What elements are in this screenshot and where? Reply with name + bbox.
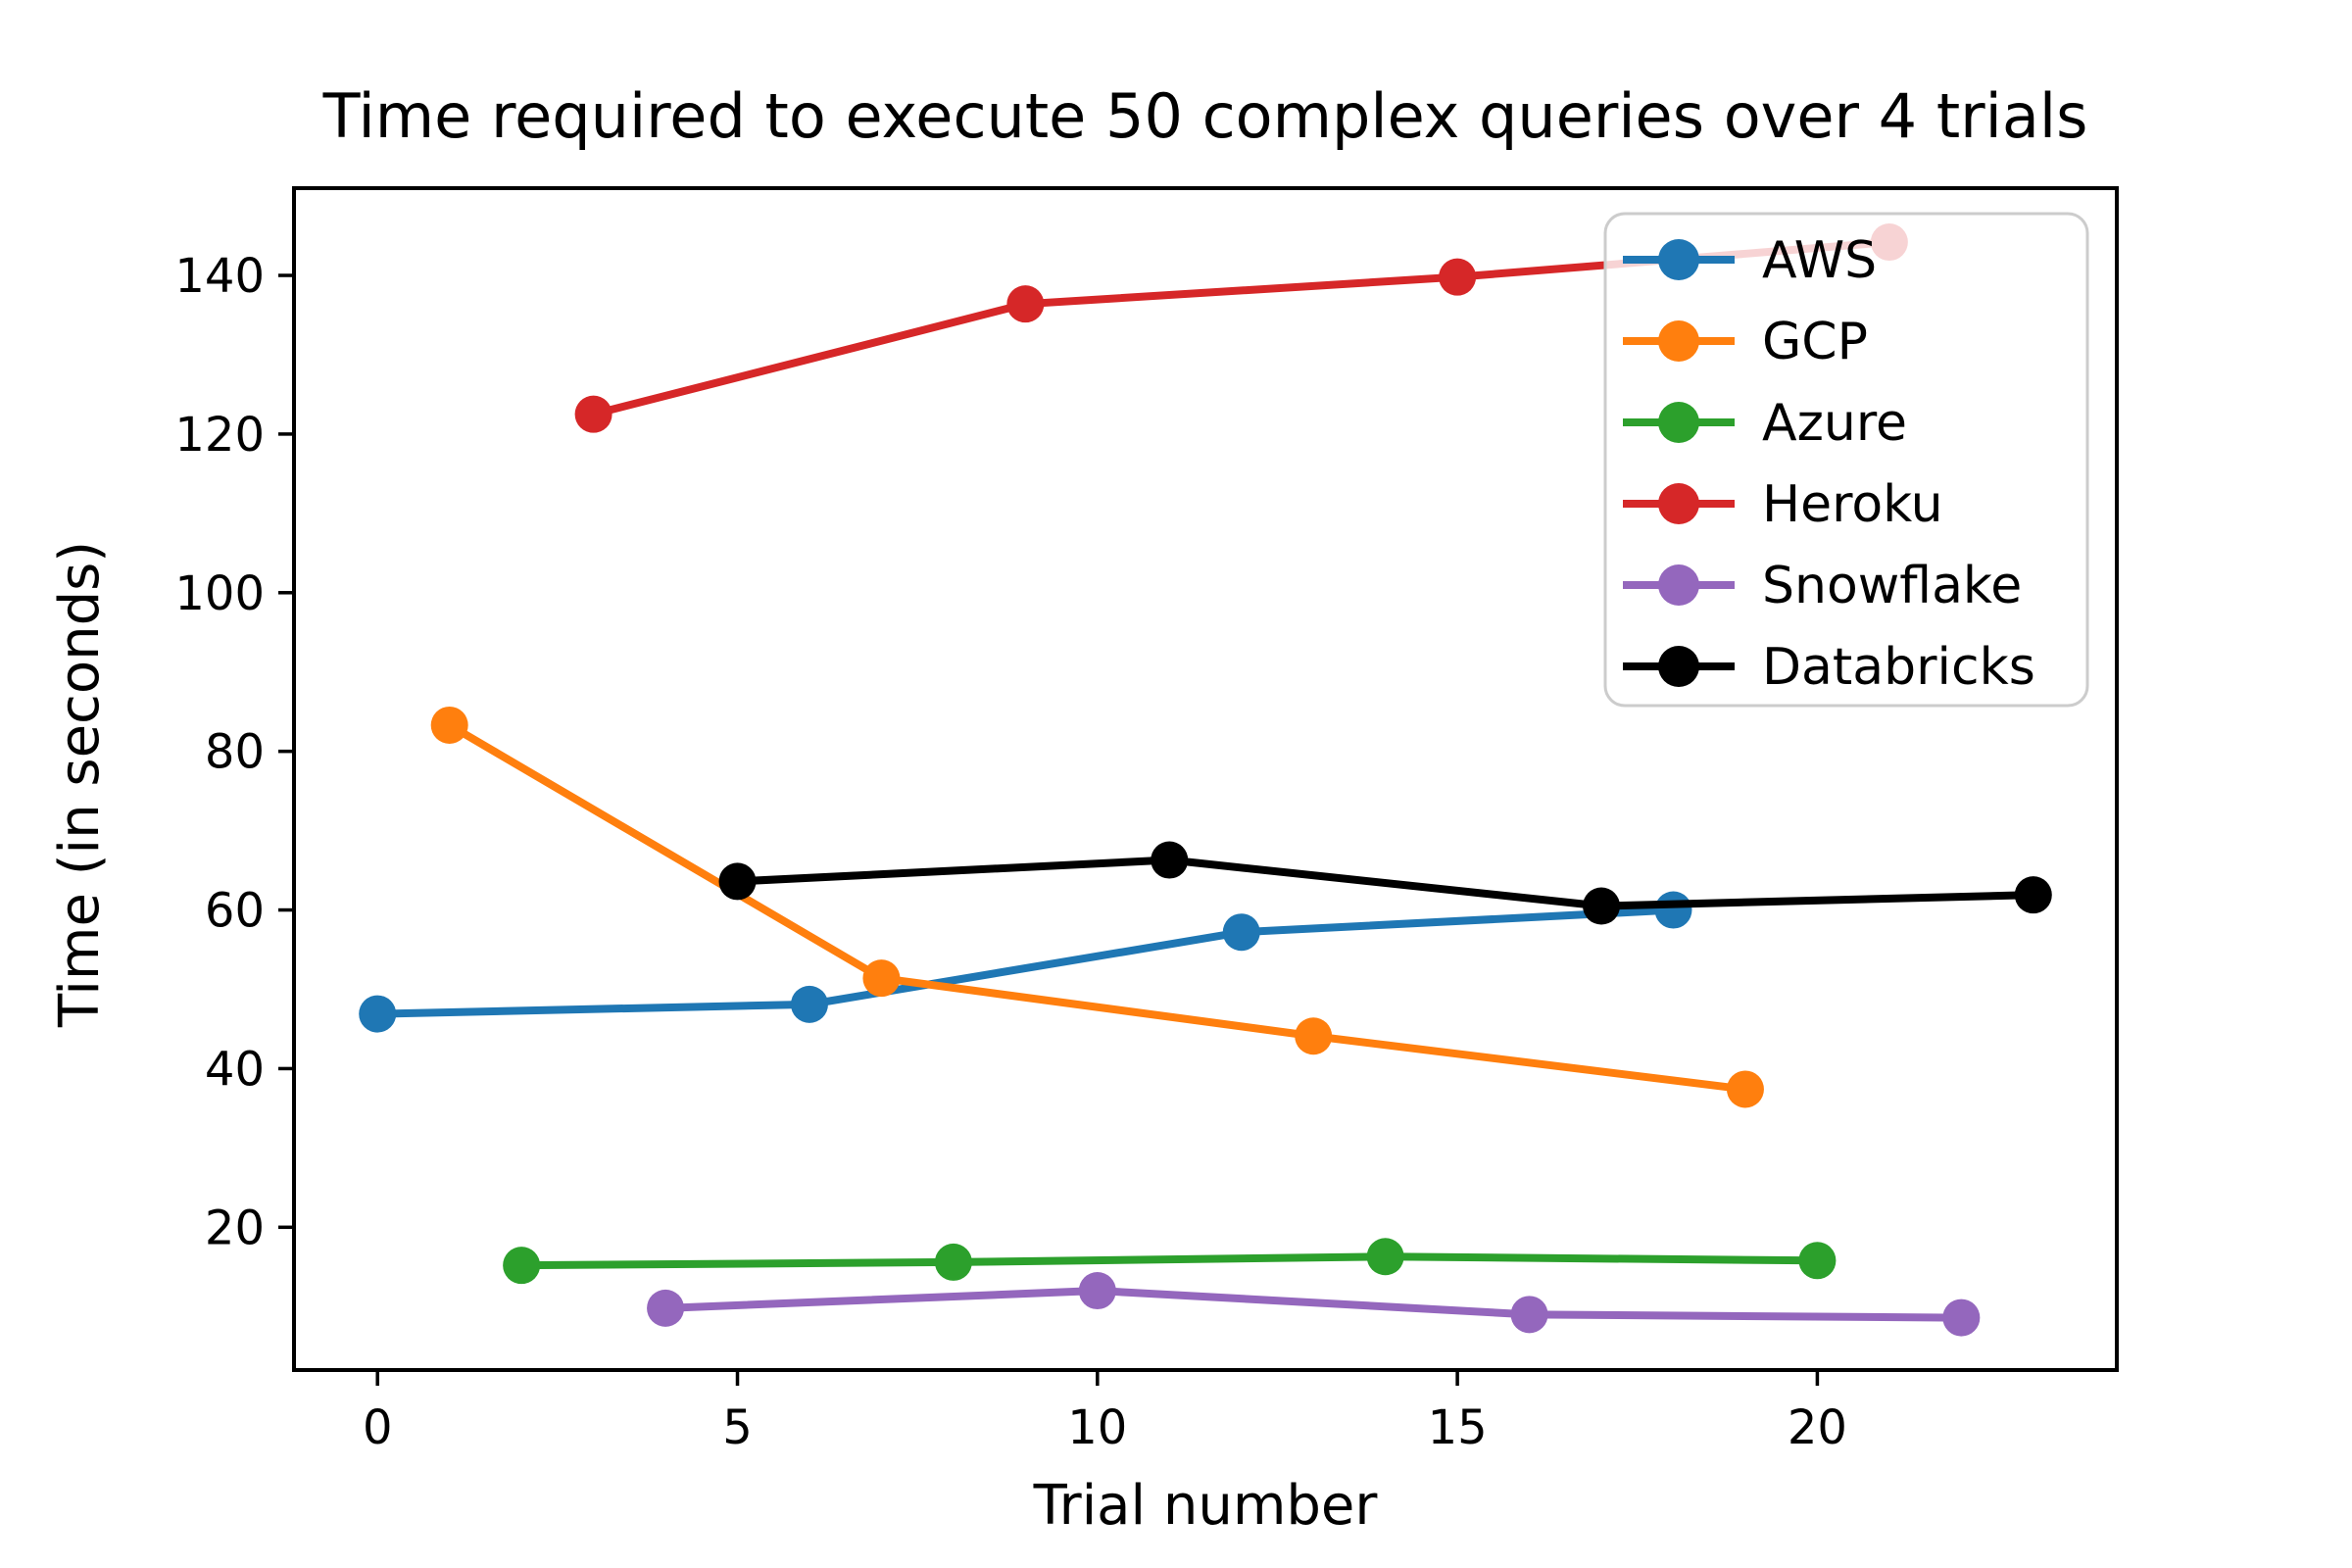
data-point-azure-trial-8	[934, 1243, 972, 1281]
legend-label: Heroku	[1762, 475, 1943, 534]
series-line-snowflake	[662, 1287, 1966, 1322]
series-snowflake	[647, 1272, 1981, 1337]
legend-marker	[1658, 320, 1699, 362]
y-tick-label-80: 80	[205, 725, 265, 780]
legend-item-azure: Azure	[1623, 394, 1907, 453]
legend-item-aws: AWS	[1623, 231, 1877, 290]
data-point-gcp-trial-19	[1726, 1070, 1764, 1108]
data-point-heroku-trial-3	[574, 395, 612, 433]
series-azure	[503, 1238, 1837, 1285]
data-point-heroku-trial-15	[1439, 258, 1477, 296]
series-line-gcp	[445, 720, 1749, 1094]
y-tick-label-20: 20	[205, 1200, 265, 1255]
data-point-databricks-trial-17	[1583, 887, 1621, 925]
y-tick-label-40: 40	[205, 1042, 265, 1097]
y-tick-label-100: 100	[174, 566, 265, 621]
data-point-aws-trial-0	[359, 995, 397, 1033]
legend-label: Snowflake	[1762, 557, 2022, 615]
legend-label: Databricks	[1762, 638, 2035, 697]
x-tick-label-15: 15	[1428, 1400, 1488, 1455]
legend-item-gcp: GCP	[1623, 313, 1868, 371]
data-point-databricks-trial-23	[2014, 876, 2052, 914]
axes-layer: 0 5 10 15 20 20 40 60 80 100 120 140	[174, 186, 2119, 1455]
data-point-databricks-trial-5	[718, 862, 757, 901]
data-point-snowflake-trial-10	[1078, 1272, 1116, 1310]
series-layer	[359, 223, 2052, 1337]
data-point-aws-trial-6	[790, 985, 828, 1023]
chart-title: Time required to execute 50 complex quer…	[322, 80, 2088, 152]
data-point-snowflake-trial-4	[647, 1289, 685, 1327]
x-tick-label-20: 20	[1788, 1400, 1847, 1455]
y-tick-label-140: 140	[174, 249, 265, 304]
legend-marker	[1658, 564, 1699, 606]
series-gcp	[430, 706, 1764, 1108]
legend-label: AWS	[1762, 231, 1877, 290]
legend: AWS GCP Azure Heroku Snowflake Databricks	[1603, 212, 2089, 708]
data-point-snowflake-trial-22	[1942, 1298, 1981, 1337]
y-tick-label-60: 60	[205, 884, 265, 939]
data-point-aws-trial-18	[1654, 891, 1692, 929]
x-tick-label-0: 0	[363, 1400, 393, 1455]
series-line-aws	[373, 906, 1678, 1018]
data-point-gcp-trial-7	[862, 959, 901, 998]
data-point-gcp-trial-1	[430, 706, 468, 744]
data-point-azure-trial-20	[1798, 1242, 1837, 1280]
data-point-azure-trial-2	[503, 1247, 541, 1285]
legend-marker	[1658, 646, 1699, 687]
x-tick-label-10: 10	[1067, 1400, 1127, 1455]
legend-item-snowflake: Snowflake	[1623, 557, 2022, 615]
x-tick-label-5: 5	[722, 1400, 753, 1455]
plot-border	[292, 186, 2119, 1372]
series-line-databricks	[733, 856, 2037, 910]
data-point-databricks-trial-11	[1151, 841, 1189, 879]
legend-marker	[1658, 402, 1699, 443]
data-point-heroku-trial-9	[1006, 285, 1045, 323]
legend-item-databricks: Databricks	[1623, 638, 2035, 697]
legend-item-heroku: Heroku	[1623, 475, 1943, 534]
series-databricks	[718, 841, 2052, 925]
series-aws	[359, 891, 1692, 1033]
data-point-gcp-trial-13	[1295, 1017, 1333, 1055]
legend-marker	[1658, 239, 1699, 280]
y-axis-label: Time (in seconds)	[48, 541, 112, 1028]
x-axis-label: Trial number	[1033, 1474, 1379, 1538]
y-tick-label-120: 120	[174, 408, 265, 463]
data-point-snowflake-trial-16	[1510, 1296, 1548, 1334]
series-line-azure	[517, 1252, 1822, 1270]
data-point-azure-trial-14	[1366, 1238, 1404, 1276]
legend-marker	[1658, 483, 1699, 524]
legend-label: Azure	[1762, 394, 1907, 453]
legend-label: GCP	[1762, 313, 1868, 371]
data-point-aws-trial-12	[1222, 913, 1260, 952]
